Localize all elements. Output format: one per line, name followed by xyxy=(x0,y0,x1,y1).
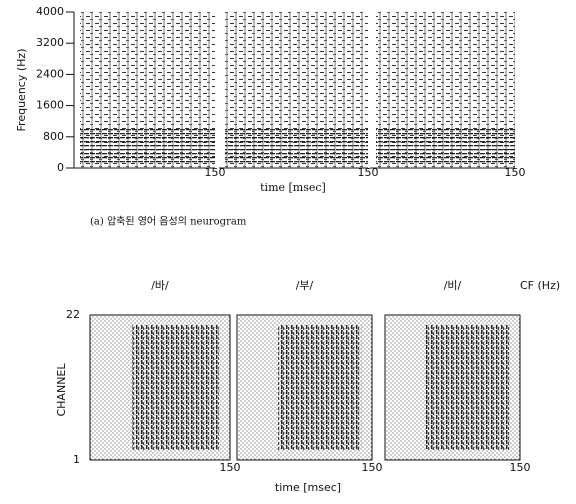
y-tick-label: 800 xyxy=(43,130,64,143)
y-tick-label: 22 xyxy=(66,308,80,321)
page: {"top": {"y_axis_label": "Frequency (Hz)… xyxy=(0,0,576,500)
y-axis-label: CHANNEL xyxy=(55,363,68,417)
y-axis-label: Frequency (Hz) xyxy=(15,49,28,132)
figure: Frequency (Hz) time [msec] (a) 압축된 영어 음성… xyxy=(0,0,576,500)
cf-label: CF (Hz) xyxy=(520,279,560,292)
x-tick-label: 150 xyxy=(510,461,531,474)
neurogram-active xyxy=(278,325,362,450)
panel-title: /부/ xyxy=(296,279,314,292)
x-axis-label: time [msec] xyxy=(260,181,326,194)
caption: (a) 압축된 영어 음성의 neurogram xyxy=(90,215,247,228)
x-tick-label: 150 xyxy=(505,166,526,179)
x-tick-label: 150 xyxy=(362,461,383,474)
y-tick-label: 2400 xyxy=(36,67,64,80)
neurogram-low xyxy=(80,128,215,164)
y-tick-label: 1 xyxy=(73,453,80,466)
y-tick-label: 0 xyxy=(57,161,64,174)
panel-title: /비/ xyxy=(444,279,462,292)
y-tick-label: 1600 xyxy=(36,99,64,112)
panel-title: /바/ xyxy=(151,279,169,292)
y-tick-label: 3200 xyxy=(36,36,64,49)
neurogram-active xyxy=(426,325,510,450)
y-tick-label: 4000 xyxy=(36,5,64,18)
neurogram-low xyxy=(376,128,515,164)
x-axis-label: time [msec] xyxy=(275,481,341,494)
neurogram-low xyxy=(225,128,368,164)
x-tick-label: 150 xyxy=(220,461,241,474)
neurogram-active xyxy=(132,325,219,450)
